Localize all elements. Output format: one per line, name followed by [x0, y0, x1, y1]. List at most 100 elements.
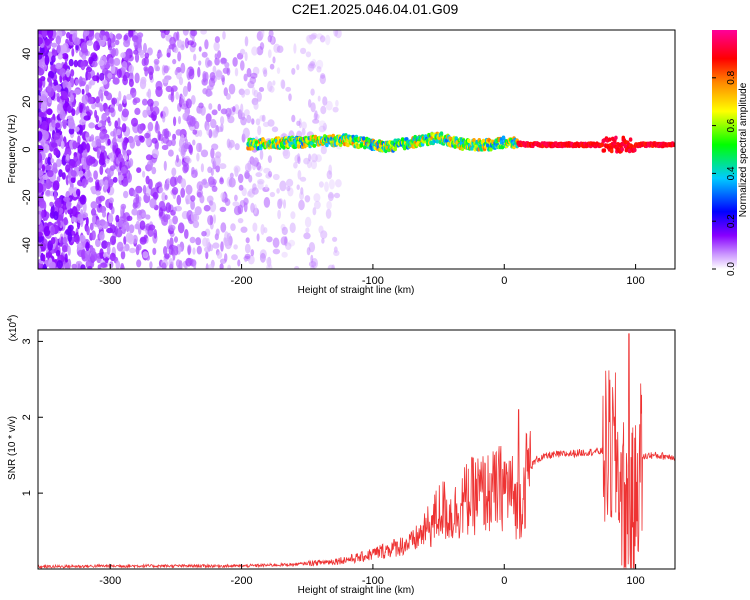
- spectrogram-cell: [56, 260, 63, 269]
- spectrogram-cell: [53, 184, 58, 191]
- spectrogram-cell: [77, 213, 83, 221]
- spectrogram-cell: [312, 207, 317, 216]
- spectrogram-cell: [98, 59, 105, 66]
- spectrogram-cell: [61, 44, 67, 54]
- spectrogram-ridge-cell: [481, 138, 486, 144]
- spectrogram-cell: [306, 159, 312, 169]
- spectrogram-ridge-cell: [400, 137, 405, 142]
- spectrogram-cell: [272, 173, 280, 181]
- spectrogram-x-tick-label: -200: [231, 275, 253, 287]
- spectrogram-cell: [327, 264, 335, 269]
- spectrogram-cell: [82, 54, 87, 61]
- colorbar-tick-label: 0.4: [726, 166, 737, 180]
- spectrogram-x-axis-title: Height of straight line (km): [298, 285, 415, 296]
- spectrogram-cell: [198, 129, 203, 137]
- spectrogram-cell: [281, 226, 288, 236]
- spectrogram-cell: [172, 215, 179, 225]
- spectrogram-x-ticks: -300 -200 -100 0 100: [99, 264, 645, 287]
- spectrogram-cell: [93, 170, 98, 180]
- spectrogram-cell: [38, 231, 43, 237]
- spectrogram-cell: [214, 57, 220, 66]
- spectrogram-cell: [206, 85, 214, 91]
- spectrogram-cell: [271, 126, 279, 133]
- spectrogram-cell: [244, 243, 251, 254]
- spectrogram-cell: [162, 115, 166, 123]
- spectrogram-cell: [67, 231, 73, 243]
- spectrogram-cell: [328, 191, 334, 202]
- spectrogram-cell: [123, 155, 129, 161]
- spectrogram-cell: [265, 257, 271, 265]
- spectrogram-cell: [263, 227, 268, 234]
- spectrogram-cell: [68, 159, 76, 169]
- spectrogram-cell: [128, 78, 134, 88]
- spectrogram-cell: [122, 147, 127, 158]
- spectrogram-cell: [42, 130, 49, 141]
- spectrogram-cell: [42, 30, 47, 39]
- spectrogram-cell: [90, 186, 95, 192]
- spectrogram-cell: [320, 146, 327, 155]
- spectrogram-cell: [259, 42, 265, 50]
- spectrogram-cell: [94, 32, 101, 40]
- spectrogram-cell: [185, 98, 192, 109]
- spectrogram-cell: [143, 42, 147, 54]
- spectrogram-cell: [122, 76, 128, 86]
- spectrogram-cell: [71, 108, 76, 117]
- spectrogram-cell: [54, 197, 62, 209]
- spectrogram-cell: [190, 200, 196, 210]
- spectrogram-cell: [47, 30, 54, 39]
- spectrogram-cell: [134, 135, 140, 143]
- spectrogram-ridge-cell: [402, 146, 407, 151]
- spectrogram-cell: [134, 53, 140, 63]
- spectrogram-cell: [316, 66, 322, 73]
- spectrogram-cell: [76, 242, 83, 250]
- spectrogram-cell: [85, 216, 89, 226]
- spectrogram-cell: [182, 30, 189, 36]
- spectrogram-cell: [103, 179, 109, 191]
- spectrogram-x-tick-label: 0: [501, 275, 507, 287]
- spectrogram-cell: [187, 81, 192, 92]
- spectrogram-cell: [129, 247, 136, 254]
- spectrogram-cell: [301, 121, 307, 130]
- spectrogram-cell: [134, 72, 140, 84]
- spectrogram-cell: [169, 263, 174, 269]
- spectrogram-cell: [168, 218, 173, 226]
- spectrogram-cell: [92, 75, 100, 82]
- spectrogram-cell: [45, 190, 51, 196]
- spectrogram-cell: [134, 107, 141, 115]
- spectrogram-cell: [267, 155, 272, 164]
- spectrogram-cell: [47, 156, 51, 165]
- spectrogram-cell: [215, 69, 223, 80]
- snr-y-tick-label: 3: [21, 338, 33, 344]
- spectrogram-cell: [260, 30, 265, 38]
- spectrogram-cell: [101, 221, 109, 229]
- spectrogram-cell: [200, 149, 209, 158]
- spectrogram-cell: [185, 184, 193, 195]
- spectrogram-cell: [57, 53, 63, 60]
- spectrogram-cell: [301, 128, 306, 136]
- spectrogram-cell: [325, 34, 331, 46]
- spectrogram-cell: [117, 153, 124, 162]
- spectrogram-cell: [81, 157, 85, 166]
- spectrogram-cell: [101, 79, 108, 85]
- spectrogram-cell: [312, 118, 320, 124]
- spectrogram-cell: [176, 194, 182, 206]
- spectrogram-cell: [75, 109, 79, 116]
- spectrogram-cell: [208, 103, 213, 110]
- spectrogram-cell: [120, 263, 124, 269]
- spectrogram-cell: [163, 160, 167, 171]
- spectrogram-cell: [308, 99, 312, 108]
- spectrogram-cell: [71, 206, 78, 217]
- spectrogram-cell: [166, 52, 171, 58]
- spectrogram-cell: [308, 242, 316, 253]
- spectrogram-cell: [174, 69, 178, 76]
- spectrogram-cell: [151, 148, 159, 159]
- spectrogram-cell: [163, 182, 170, 191]
- spectrogram-cell: [208, 177, 214, 185]
- spectrogram-cell: [187, 258, 194, 264]
- spectrogram-cell: [149, 261, 153, 269]
- spectrogram-ridge-cell: [282, 145, 286, 150]
- spectrogram-cell: [135, 220, 141, 230]
- spectrogram-cell: [99, 72, 105, 82]
- spectrogram-cell: [116, 129, 122, 136]
- spectrogram-cell: [335, 30, 342, 39]
